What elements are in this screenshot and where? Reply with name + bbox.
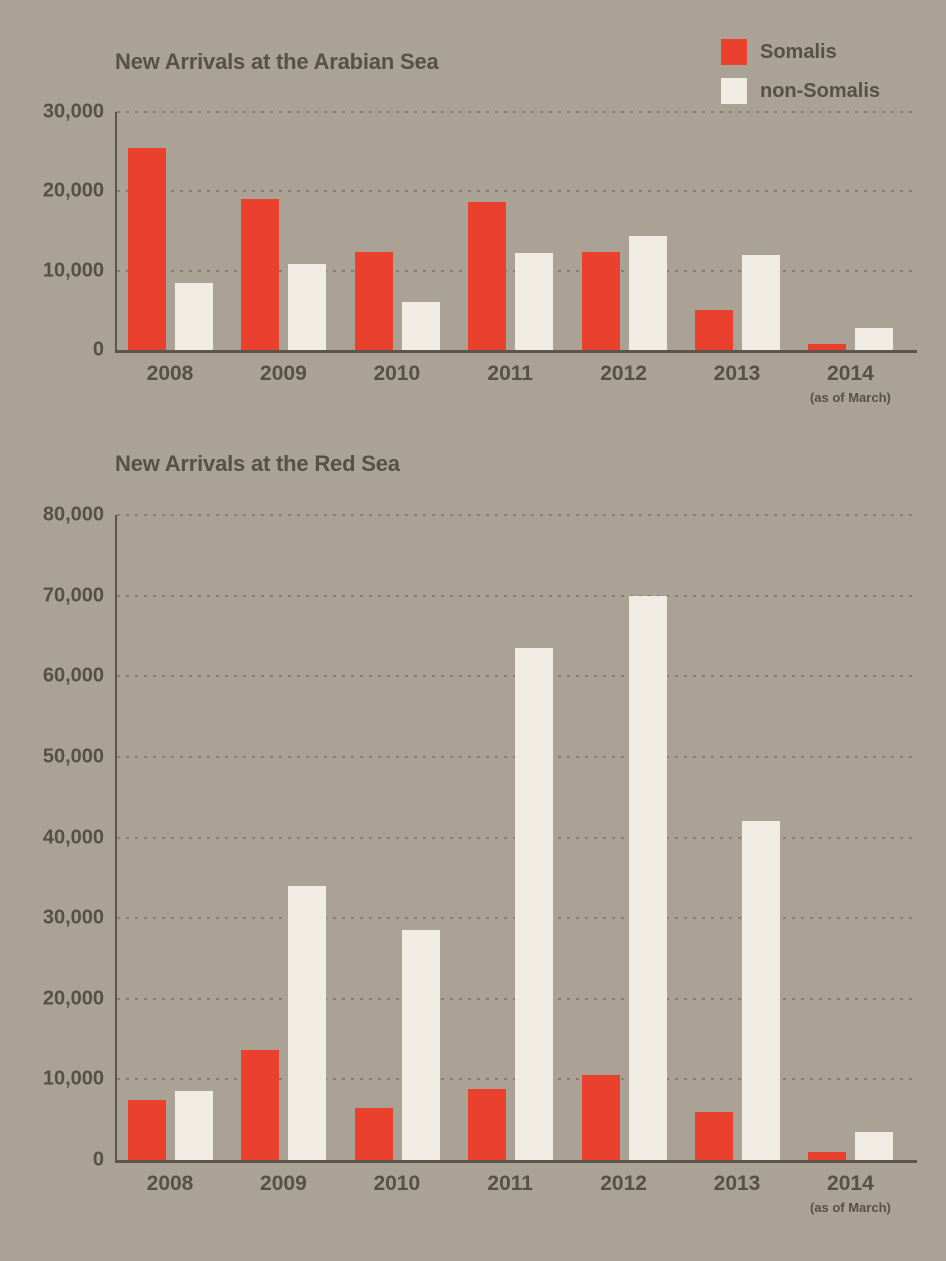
- non-somalis-legend-label: non-Somalis: [760, 79, 881, 102]
- y-axis-label-0: 0: [92, 338, 104, 361]
- bar-somalis-2012: [581, 251, 620, 350]
- bar-non-somalis-2008: [175, 282, 213, 350]
- bar-somalis-2013: [695, 1111, 733, 1160]
- bar-somalis-2010: [354, 1107, 393, 1160]
- y-axis: [115, 515, 117, 1160]
- x-axis-label-2008: 2008: [146, 362, 194, 385]
- y-axis-label-70000: 70,000: [42, 584, 104, 607]
- bar-somalis-2008: [128, 1099, 166, 1160]
- bar-somalis-2012: [581, 1075, 620, 1160]
- bar-somalis-2010: [354, 252, 393, 350]
- bar-non-somalis-2012: [628, 595, 667, 1160]
- red-sea-chart-title: New Arrivals at the Red Sea: [115, 451, 400, 476]
- legend: Somalis non-Somalis: [721, 39, 880, 117]
- y-axis-label-30000: 30,000: [42, 906, 104, 929]
- x-axis-label-2014: 2014: [827, 1172, 874, 1195]
- y-axis-label-20000: 20,000: [42, 179, 104, 202]
- bar-non-somalis-2010: [401, 302, 440, 350]
- bar-non-somalis-2012: [628, 235, 667, 350]
- x-axis: [115, 1160, 917, 1163]
- red-sea-plot-area: 0 10,000 20,000 30,000 40,000 50,000 60,000 70,…: [43, 504, 917, 1215]
- bar-non-somalis-2013: [742, 254, 780, 350]
- y-axis-label-50000: 50,000: [42, 745, 104, 768]
- x-axis-label-2008: 2008: [146, 1172, 194, 1195]
- somalis-legend-label: Somalis: [760, 40, 837, 63]
- bar-non-somalis-2010: [401, 930, 440, 1160]
- x-axis-note-2014: (as of March): [809, 390, 891, 405]
- x-axis-label-2010: 2010: [373, 362, 421, 385]
- x-axis-label-2011: 2011: [487, 1172, 533, 1195]
- bar-somalis-2014: [808, 1151, 847, 1160]
- legend-item-somalis: Somalis: [721, 39, 880, 65]
- gridline-30000: [117, 111, 917, 113]
- x-axis-note-2014: (as of March): [809, 1200, 891, 1215]
- bar-non-somalis-2009: [288, 885, 327, 1160]
- x-axis-label-2014: 2014: [827, 362, 874, 385]
- bar-somalis-2009: [241, 199, 280, 350]
- x-axis-label-2011: 2011: [487, 362, 533, 385]
- y-axis-label-0: 0: [92, 1148, 104, 1171]
- x-axis-label-2009: 2009: [260, 362, 307, 385]
- y-axis-label-60000: 60,000: [42, 664, 104, 687]
- somalis-swatch-icon: [721, 39, 747, 65]
- x-axis-label-2010: 2010: [373, 1172, 421, 1195]
- x-axis-label-2013: 2013: [713, 362, 761, 385]
- bar-somalis-2009: [241, 1049, 280, 1160]
- x-axis: [115, 350, 917, 353]
- bar-non-somalis-2009: [288, 264, 327, 350]
- non-somalis-swatch-icon: [721, 78, 747, 104]
- y-axis-label-80000: 80,000: [42, 503, 104, 526]
- bar-non-somalis-2008: [175, 1091, 213, 1160]
- gridline-80000: [117, 514, 917, 516]
- legend-item-non-somalis: non-Somalis: [721, 78, 880, 104]
- gridline-20000: [117, 190, 917, 193]
- bar-non-somalis-2013: [742, 821, 780, 1160]
- y-axis: [115, 112, 117, 350]
- bar-somalis-2011: [468, 1089, 507, 1160]
- x-axis-label-2012: 2012: [600, 362, 647, 385]
- bar-somalis-2008: [128, 147, 166, 350]
- bar-somalis-2011: [468, 202, 507, 350]
- y-axis-label-10000: 10,000: [42, 259, 104, 282]
- y-axis-label-10000: 10,000: [42, 1067, 104, 1090]
- y-axis-label-20000: 20,000: [42, 987, 104, 1010]
- bar-non-somalis-2011: [515, 648, 554, 1160]
- arabian-sea-chart-title: New Arrivals at the Arabian Sea: [115, 49, 439, 74]
- bar-non-somalis-2014: [855, 327, 894, 350]
- y-axis-label-40000: 40,000: [42, 826, 104, 848]
- arabian-sea-plot-area: 0 10,000 20,000 30,000 2008 2009 2010 2011 2012 2…: [43, 101, 917, 405]
- bar-somalis-2013: [695, 310, 733, 350]
- x-axis-label-2012: 2012: [600, 1172, 647, 1195]
- y-axis-label-30000: 30,000: [42, 100, 104, 123]
- x-axis-label-2013: 2013: [713, 1172, 761, 1195]
- x-axis-label-2009: 2009: [260, 1172, 307, 1195]
- bar-somalis-2014: [808, 343, 847, 350]
- gridline-70000: [117, 594, 917, 597]
- bar-non-somalis-2014: [855, 1131, 894, 1160]
- bar-non-somalis-2011: [515, 253, 554, 350]
